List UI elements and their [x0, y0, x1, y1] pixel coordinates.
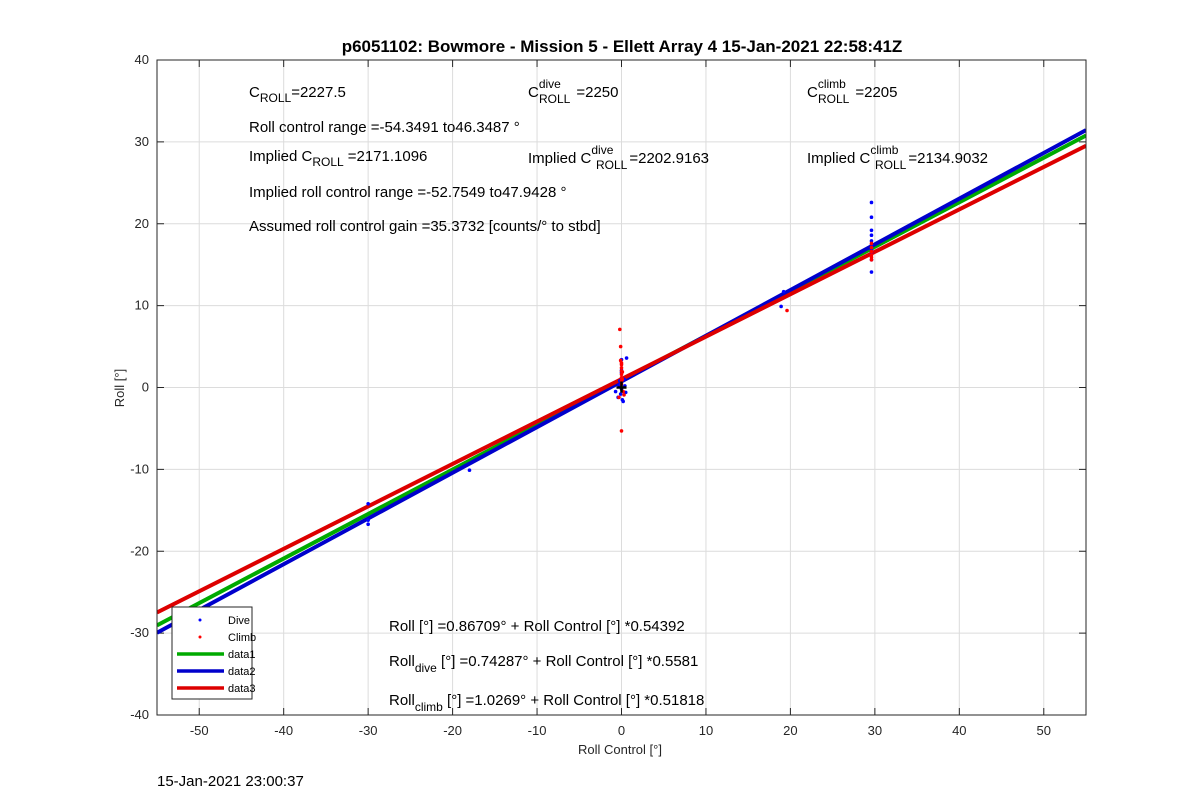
annotation-fit-all: Roll [°] =0.86709° + Roll Control [°] *0… [389, 618, 685, 635]
x-tick-label: -50 [190, 723, 209, 738]
data-point-dive [779, 304, 783, 309]
data-point-climb [869, 245, 874, 250]
annotation-c-roll: CROLL=2227.5 [249, 84, 346, 105]
annotation-c-roll-dive: Cdive ROLL =2250 [528, 77, 619, 106]
data-point-climb [619, 366, 624, 370]
y-axis-ticks: -40 -30 -20 -10 0 10 20 30 40 [130, 52, 1086, 722]
origin-marker [616, 381, 627, 393]
annotation-roll-control-range: Roll control range =-54.3491 to46.3487 ° [249, 119, 520, 136]
legend-data3-label: data3 [228, 683, 256, 695]
data-point-climb [619, 429, 624, 433]
data-point-dive [366, 522, 370, 527]
y-axis-label: Roll [°] [112, 369, 127, 407]
x-tick-label: -40 [274, 723, 293, 738]
y-tick-label: 40 [135, 52, 149, 67]
x-tick-label: 50 [1037, 723, 1051, 738]
x-tick-label: 0 [618, 723, 625, 738]
data-point-climb [620, 370, 625, 374]
annotation-implied-range: Implied roll control range =-52.7549 to4… [249, 184, 566, 201]
legend-climb-marker [198, 635, 202, 639]
y-tick-label: 0 [142, 380, 149, 395]
annotation-fit-climb: Rollclimb [°] =1.0269° + Roll Control [°… [389, 692, 704, 714]
x-tick-label: -30 [359, 723, 378, 738]
figure-timestamp: 15-Jan-2021 23:00:37 [157, 773, 304, 790]
data-point-dive [869, 233, 874, 238]
data-point-dive [366, 501, 370, 506]
y-tick-label: 10 [135, 298, 149, 313]
annotation-gain: Assumed roll control gain =35.3732 [coun… [249, 218, 601, 235]
data-point-dive [621, 399, 625, 404]
x-tick-label: 20 [783, 723, 797, 738]
x-tick-label: -10 [528, 723, 547, 738]
y-tick-label: -40 [130, 707, 149, 722]
legend: Dive Climb data1 data2 data3 [171, 606, 256, 700]
data-point-dive [618, 392, 623, 396]
x-axis-label: Roll Control [°] [578, 742, 662, 757]
data-point-climb [617, 395, 621, 400]
x-tick-label: 40 [952, 723, 966, 738]
y-tick-label: 30 [135, 134, 149, 149]
data-point-climb [622, 393, 626, 397]
annotation-c-roll-climb: Cclimb ROLL =2205 [807, 77, 898, 106]
legend-dive-marker [198, 618, 202, 622]
x-tick-label: 10 [699, 723, 713, 738]
legend-climb-label: Climb [228, 632, 256, 644]
data-point-dive [624, 356, 629, 360]
chart-title: p6051102: Bowmore - Mission 5 - Ellett A… [342, 37, 903, 56]
data-point-climb [619, 361, 624, 365]
legend-dive-label: Dive [228, 615, 250, 627]
annotation-implied-c-roll: Implied CROLL =2171.1096 [249, 148, 427, 169]
y-tick-label: -30 [130, 625, 149, 640]
data-point-climb [618, 344, 623, 349]
data-point-dive [781, 289, 786, 294]
data-point-dive [366, 518, 370, 522]
y-tick-label: 20 [135, 216, 149, 231]
x-tick-label: -20 [443, 723, 462, 738]
data-point-climb [618, 327, 622, 332]
plot-frame [156, 59, 1087, 716]
data-point-dive [467, 468, 472, 472]
x-axis-ticks: -50 -40 -30 -20 -10 0 10 20 30 40 50 [190, 60, 1051, 738]
data-point-dive [869, 270, 874, 274]
data-point-climb [620, 377, 625, 382]
data-point-dive [613, 389, 618, 394]
y-tick-label: -20 [130, 543, 149, 558]
x-tick-label: 30 [868, 723, 882, 738]
legend-data1-label: data1 [228, 649, 256, 661]
data-point-climb [869, 257, 874, 262]
data-point-climb [869, 241, 874, 246]
annotation-implied-c-roll-climb: Implied Cclimb ROLL =2134.9032 [807, 143, 988, 172]
y-tick-label: -10 [130, 461, 149, 476]
data-point-dive [869, 228, 874, 233]
data-points [366, 200, 874, 527]
data-point-climb [869, 249, 874, 254]
data-point-climb [785, 308, 789, 313]
data-point-dive [869, 200, 874, 205]
annotation-implied-c-roll-dive: Implied Cdive ROLL =2202.9163 [528, 143, 709, 172]
legend-data2-label: data2 [228, 666, 256, 678]
annotation-fit-dive: Rolldive [°] =0.74287° + Roll Control [°… [389, 653, 698, 675]
data-point-dive [869, 215, 874, 219]
